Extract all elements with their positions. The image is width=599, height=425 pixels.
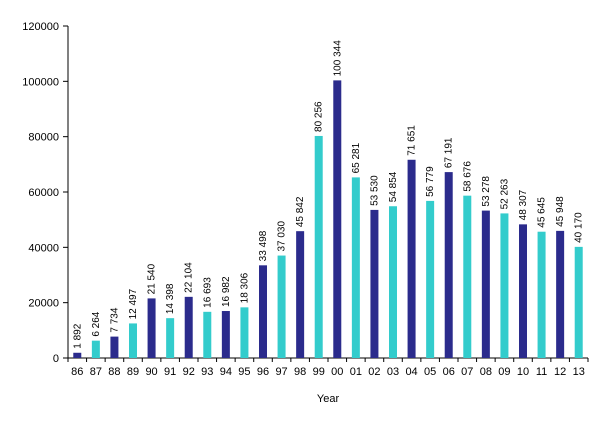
data-label: 45 842 [295, 196, 306, 227]
data-label: 45 948 [555, 196, 566, 227]
x-tick-label: 95 [238, 366, 250, 378]
x-tick-label: 07 [461, 366, 473, 378]
x-tick-label: 93 [201, 366, 213, 378]
x-tick-label: 09 [498, 366, 510, 378]
x-tick-label: 97 [275, 366, 287, 378]
x-tick-label: 00 [331, 366, 343, 378]
x-tick-label: 10 [517, 366, 529, 378]
bar-03 [389, 206, 397, 358]
data-label: 14 398 [165, 283, 176, 314]
bar-08 [481, 210, 490, 358]
bar-93 [203, 311, 212, 358]
y-tick-label: 100000 [22, 76, 59, 88]
bar-96 [259, 265, 267, 358]
x-tick-label: 92 [183, 366, 195, 378]
bar-87 [91, 340, 100, 358]
data-label: 1 892 [72, 323, 83, 348]
bar-98 [296, 231, 305, 358]
data-label: 18 306 [239, 272, 250, 303]
bar-97 [277, 255, 286, 358]
bar-07 [463, 195, 472, 358]
y-tick-label: 60000 [28, 187, 59, 199]
bar-99 [314, 135, 323, 358]
bar-11 [537, 231, 546, 358]
x-tick-label: 94 [220, 366, 232, 378]
data-label: 48 307 [518, 189, 529, 220]
data-label: 80 256 [314, 101, 325, 132]
bar-05 [426, 200, 435, 358]
data-label: 58 676 [462, 161, 473, 192]
data-label: 12 497 [128, 288, 139, 319]
bar-13 [574, 246, 583, 358]
x-tick-label: 99 [313, 366, 325, 378]
bar-04 [407, 159, 416, 358]
data-label: 21 540 [147, 263, 158, 294]
bar-06 [444, 172, 453, 358]
bar-94 [221, 311, 230, 358]
y-tick-label: 80000 [28, 132, 59, 144]
x-tick-label: 86 [71, 366, 83, 378]
data-label: 65 281 [351, 142, 362, 173]
x-tick-label: 06 [443, 366, 455, 378]
bar-01 [351, 177, 360, 358]
data-label: 6 264 [91, 311, 102, 336]
data-labels: 1 892 6 264 7 734 12 497 21 540 14 398 22 104 1… [72, 40, 584, 349]
bar-10 [519, 224, 527, 358]
x-tick-label: 04 [405, 366, 417, 378]
x-tick-label: 90 [145, 366, 157, 378]
data-label: 100 344 [332, 40, 343, 77]
x-axis-title: Year [317, 393, 340, 405]
bar-00 [333, 80, 342, 359]
bar-91 [166, 318, 175, 358]
bar-89 [129, 323, 137, 358]
data-label: 56 779 [425, 166, 436, 197]
bars [73, 80, 583, 359]
x-tick-label: 12 [554, 366, 566, 378]
x-tick-label: 08 [480, 366, 492, 378]
data-label: 16 693 [202, 277, 213, 308]
bar-88 [110, 336, 119, 358]
x-tick-label: 01 [350, 366, 362, 378]
x-tick-label: 03 [387, 366, 399, 378]
data-label: 53 278 [481, 176, 492, 207]
y-tick-label: 0 [53, 353, 59, 365]
data-label: 33 498 [258, 230, 269, 261]
bar-02 [370, 209, 379, 358]
x-tick-label: 98 [294, 366, 306, 378]
x-tick-label: 91 [164, 366, 176, 378]
data-label: 52 263 [499, 178, 510, 209]
bar-92 [184, 296, 193, 358]
bar-86 [73, 352, 82, 358]
bar-12 [556, 230, 565, 358]
data-label: 40 170 [574, 212, 585, 243]
y-tick-label: 40000 [28, 242, 59, 254]
x-tick-label: 89 [127, 366, 139, 378]
x-tick-label: 87 [90, 366, 102, 378]
x-tick-label: 11 [536, 366, 547, 378]
data-label: 7 734 [109, 307, 120, 332]
data-label: 53 530 [369, 175, 380, 206]
data-label: 67 191 [444, 137, 455, 168]
data-label: 16 982 [221, 276, 232, 307]
y-tick-label: 120000 [22, 21, 59, 33]
bar-90 [147, 298, 156, 358]
data-label: 45 645 [537, 197, 548, 228]
data-label: 22 104 [184, 262, 195, 293]
data-label: 54 854 [388, 171, 399, 202]
y-axis: 0 20000 40000 60000 80000 100000 120000 [22, 21, 69, 365]
x-tick-label: 05 [424, 366, 436, 378]
bar-95 [240, 307, 249, 358]
x-tick-label: 96 [257, 366, 269, 378]
data-label: 37 030 [277, 221, 288, 252]
data-label: 71 651 [407, 125, 418, 156]
y-tick-label: 20000 [28, 298, 59, 310]
x-tick-label: 13 [573, 366, 585, 378]
x-tick-label: 02 [368, 366, 380, 378]
x-axis: 86 87 88 89 90 91 92 93 94 95 96 97 98 99 00 01 02 03 04 05… [67, 357, 589, 378]
bar-09 [500, 213, 509, 358]
x-tick-label: 88 [108, 366, 120, 378]
